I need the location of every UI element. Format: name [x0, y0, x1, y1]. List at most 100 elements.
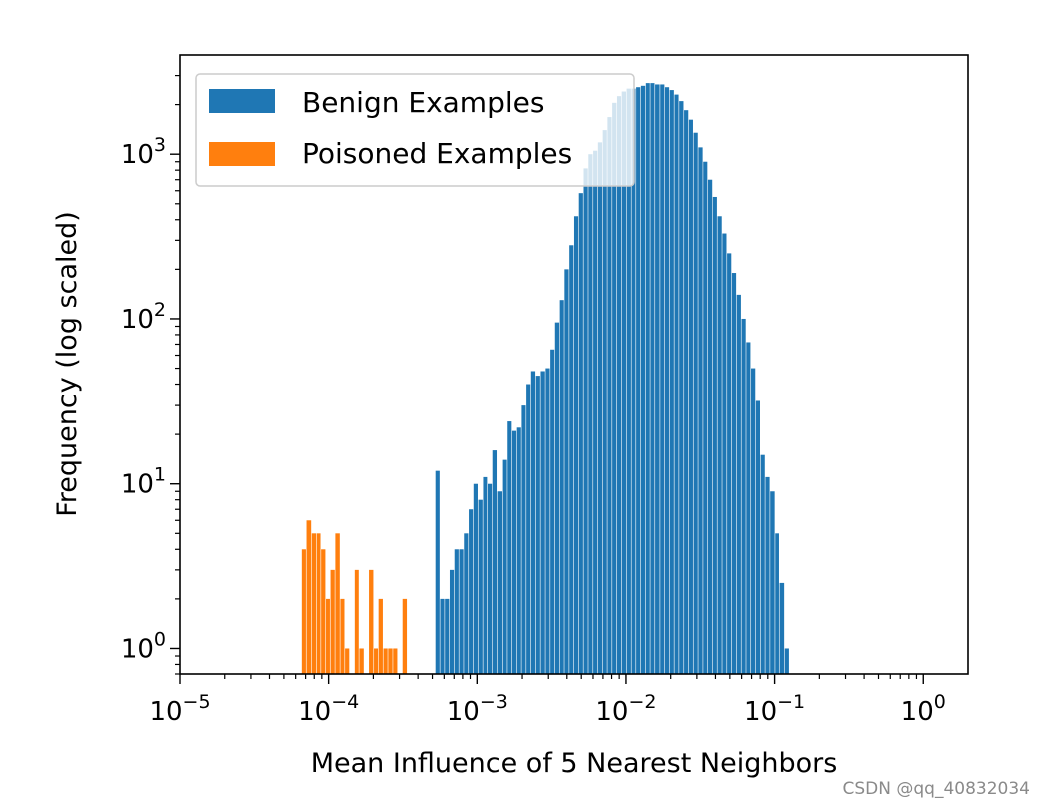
benign-bar	[779, 582, 785, 674]
benign-bar	[717, 216, 722, 674]
x-tick-label: 10−1	[744, 691, 805, 727]
benign-bar	[545, 368, 550, 674]
poisoned-bar	[359, 648, 364, 674]
benign-bar	[578, 193, 583, 675]
benign-bar	[636, 87, 641, 674]
benign-bar	[583, 168, 588, 674]
benign-bar	[435, 470, 440, 674]
y-tick-label: 103	[121, 134, 166, 170]
benign-bar	[530, 371, 536, 674]
benign-bars	[435, 83, 789, 675]
legend-label-benign: Benign Examples	[302, 86, 544, 119]
benign-bar	[449, 569, 455, 674]
benign-bar	[483, 476, 488, 674]
benign-bar	[569, 245, 574, 674]
y-tick-label: 102	[121, 299, 166, 335]
benign-bar	[746, 342, 751, 674]
benign-bar	[703, 161, 708, 675]
poisoned-bar	[326, 598, 330, 674]
x-tick-label: 10−5	[149, 691, 210, 727]
legend: Benign Examples Poisoned Examples	[195, 73, 635, 187]
benign-bar	[660, 84, 665, 674]
benign-bar	[736, 294, 741, 674]
benign-bar	[674, 94, 679, 675]
benign-bar	[478, 499, 483, 674]
benign-bar	[588, 154, 593, 674]
benign-bar	[540, 371, 545, 674]
benign-bar	[554, 322, 560, 674]
poisoned-bar	[306, 520, 312, 674]
y-tick-label: 100	[121, 628, 166, 664]
benign-bar	[516, 427, 521, 674]
benign-bar	[573, 216, 579, 674]
benign-bar	[640, 85, 646, 674]
benign-bar	[707, 179, 713, 674]
benign-bar	[655, 84, 660, 674]
benign-bar	[464, 533, 469, 674]
legend-label-poisoned: Poisoned Examples	[302, 137, 572, 170]
benign-bar	[502, 459, 507, 674]
benign-bar	[621, 91, 626, 675]
watermark-text: CSDN @qq_40832034	[842, 779, 1030, 799]
benign-bar	[607, 117, 612, 674]
benign-bar	[684, 110, 689, 675]
benign-bar	[669, 90, 674, 674]
plot-frame	[179, 54, 969, 675]
x-axis-ticks: 10−5 10−4 10−3 10−2 10−1 100	[149, 674, 946, 727]
benign-bar	[526, 384, 531, 674]
benign-bar	[597, 142, 603, 675]
y-tick-label: 101	[121, 464, 166, 500]
benign-bar	[492, 450, 498, 674]
benign-bar	[770, 491, 775, 674]
benign-bar	[564, 269, 569, 674]
benign-bar	[445, 598, 450, 674]
benign-bar	[784, 648, 789, 674]
benign-bar	[616, 96, 622, 675]
benign-bar	[731, 273, 737, 674]
benign-bar	[497, 491, 503, 674]
poisoned-bar	[311, 533, 317, 674]
poisoned-bar	[388, 648, 393, 674]
benign-bar	[454, 549, 459, 674]
benign-bar	[612, 102, 617, 674]
benign-bar	[698, 147, 703, 674]
benign-bar	[751, 368, 756, 674]
poisoned-bar	[383, 648, 388, 674]
benign-bar	[722, 233, 727, 674]
benign-bar	[650, 83, 655, 675]
poisoned-bar	[402, 598, 408, 674]
poisoned-bar	[321, 549, 326, 674]
benign-bar	[459, 549, 464, 674]
benign-bar	[535, 376, 540, 674]
benign-bar	[511, 430, 517, 674]
y-axis-label: Frequency (log scaled)	[52, 211, 83, 517]
benign-bar	[559, 300, 564, 674]
benign-bar	[645, 83, 650, 675]
legend-swatch-poisoned	[209, 142, 275, 166]
poisoned-bar	[335, 533, 340, 674]
benign-bar	[593, 150, 598, 674]
benign-bar	[693, 132, 698, 675]
poisoned-bar	[330, 569, 335, 674]
benign-bar	[550, 349, 555, 674]
benign-bar	[755, 400, 760, 674]
benign-bar	[602, 130, 607, 674]
poisoned-bar	[378, 598, 383, 674]
poisoned-bar	[393, 648, 398, 674]
benign-bar	[712, 196, 717, 674]
poisoned-bar	[345, 648, 350, 674]
poisoned-bar	[340, 598, 345, 674]
x-tick-label: 100	[901, 691, 946, 727]
poisoned-bar	[316, 533, 321, 674]
poisoned-bar	[369, 569, 374, 674]
legend-box	[195, 73, 635, 187]
x-axis-label: Mean Influence of 5 Nearest Neighbors	[311, 748, 838, 779]
benign-bar	[521, 405, 526, 674]
poisoned-bar	[374, 648, 379, 674]
benign-bar	[507, 421, 512, 674]
x-tick-label: 10−2	[595, 691, 656, 727]
benign-bar	[727, 253, 732, 674]
benign-bar	[688, 119, 693, 675]
benign-bar	[760, 454, 765, 674]
